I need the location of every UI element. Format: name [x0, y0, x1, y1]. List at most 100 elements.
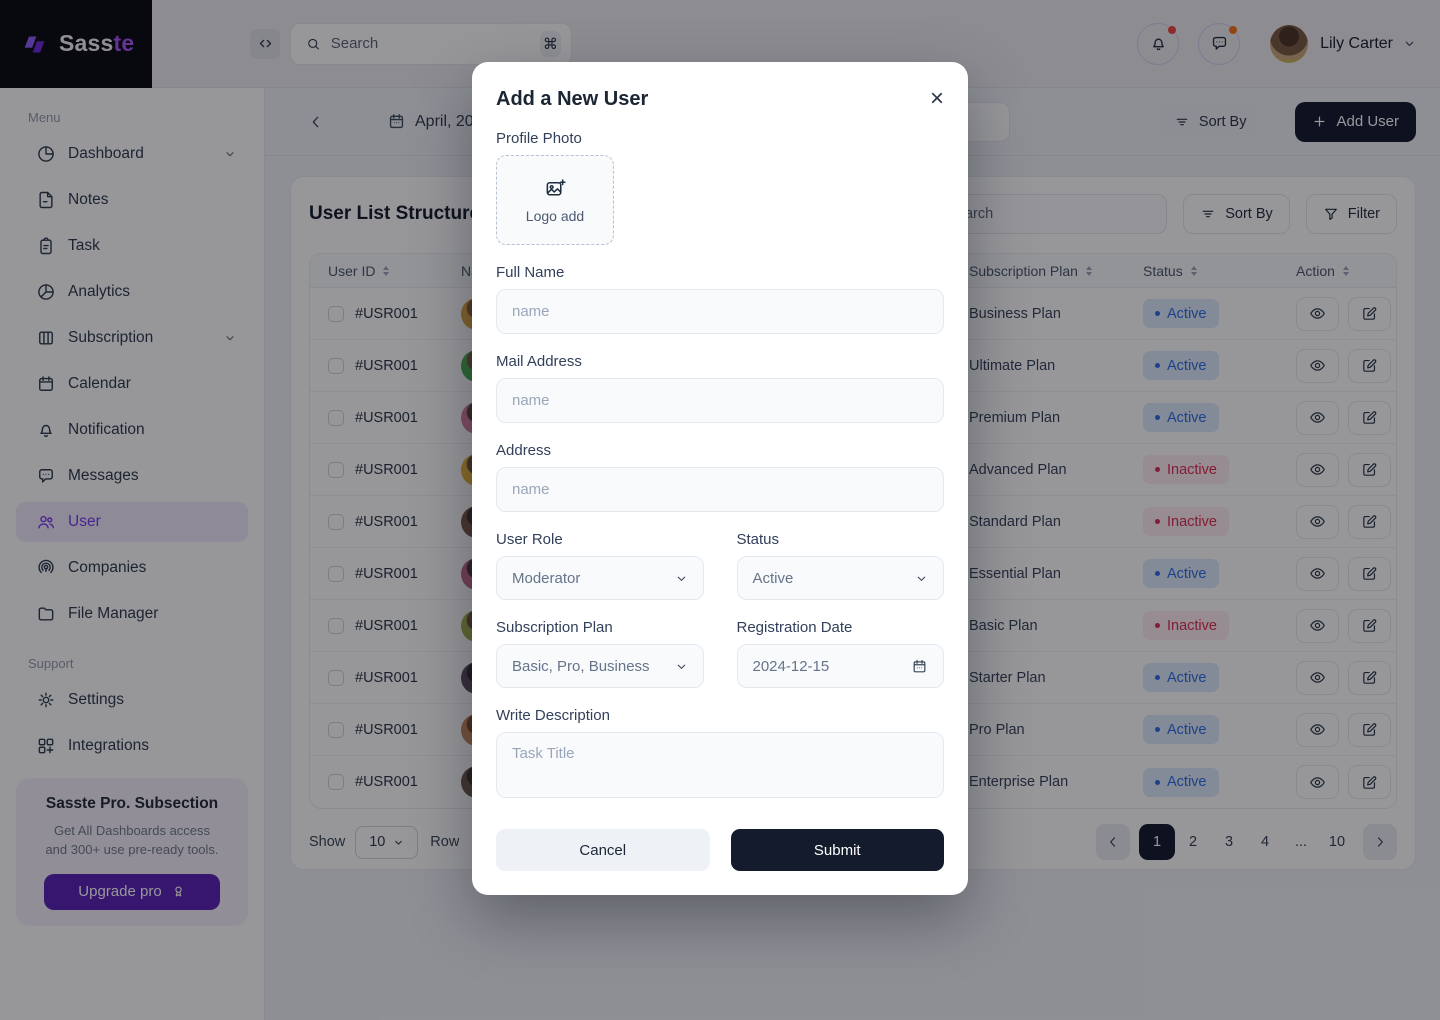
view-button[interactable] [1296, 348, 1339, 383]
view-button[interactable] [1296, 504, 1339, 539]
submit-button[interactable]: Submit [730, 829, 944, 871]
edit-button[interactable] [1348, 348, 1391, 383]
column-header-subscription-plan[interactable]: Subscription Plan [969, 263, 1143, 279]
eye-icon [1310, 776, 1325, 788]
row-checkbox[interactable] [328, 565, 344, 582]
sidebar-item-task[interactable]: Task [16, 226, 248, 266]
registration-date-picker[interactable]: 2024-12-15 [736, 644, 944, 688]
sidebar: Menu Dashboard Notes Task Analytics Subs… [0, 88, 265, 1020]
modal-title: Add a New User [496, 87, 649, 110]
page-number[interactable]: 2 [1175, 824, 1211, 860]
row-checkbox[interactable] [328, 305, 344, 322]
row-checkbox[interactable] [328, 357, 344, 374]
view-button[interactable] [1296, 712, 1339, 747]
award-icon [175, 886, 182, 897]
status-badge: Active [1143, 715, 1219, 744]
view-button[interactable] [1296, 556, 1339, 591]
page-number[interactable]: 3 [1211, 824, 1247, 860]
page-ellipsis: ... [1283, 824, 1319, 860]
sidebar-item-messages[interactable]: Messages [16, 456, 248, 496]
sidebar-item-settings[interactable]: Settings [16, 680, 248, 720]
address-field[interactable] [496, 467, 944, 512]
row-checkbox[interactable] [328, 513, 344, 530]
view-button[interactable] [1296, 296, 1339, 331]
code-toggle-button[interactable] [250, 28, 280, 59]
chevron-right-icon [1377, 837, 1383, 847]
row-checkbox[interactable] [328, 721, 344, 738]
toolbar-sort-by-button[interactable]: Sort By [1157, 102, 1263, 141]
sidebar-item-user[interactable]: User [16, 502, 248, 542]
list-search-input[interactable] [932, 194, 1168, 234]
view-button[interactable] [1296, 608, 1339, 643]
status-badge: Inactive [1143, 611, 1229, 640]
view-button[interactable] [1296, 400, 1339, 435]
edit-button[interactable] [1348, 608, 1391, 643]
chevron-down-icon [224, 148, 236, 160]
edit-button[interactable] [1348, 660, 1391, 695]
eye-icon [1310, 360, 1325, 371]
edit-button[interactable] [1348, 556, 1391, 591]
edit-button[interactable] [1348, 765, 1391, 799]
sidebar-item-subscription[interactable]: Subscription [16, 318, 248, 358]
plan-cell: Enterprise Plan [969, 774, 1069, 790]
column-header-status[interactable]: Status [1143, 263, 1296, 279]
user-id-cell: #USR001 [355, 357, 418, 374]
cancel-button[interactable]: Cancel [496, 829, 710, 871]
avatar[interactable] [1270, 24, 1309, 63]
eye-icon [1310, 568, 1325, 579]
sidebar-item-calendar[interactable]: Calendar [16, 364, 248, 404]
sidebar-item-dashboard[interactable]: Dashboard [16, 134, 248, 174]
pro-card-description: Get All Dashboards access and 300+ use p… [45, 823, 219, 857]
sidebar-item-notes[interactable]: Notes [16, 180, 248, 220]
sidebar-item-analytics[interactable]: Analytics [16, 272, 248, 312]
status-select[interactable]: Active [736, 556, 944, 600]
sidebar-item-integrations[interactable]: Integrations [16, 726, 248, 766]
row-checkbox[interactable] [328, 669, 344, 686]
edit-button[interactable] [1348, 712, 1391, 747]
upgrade-pro-button[interactable]: Upgrade pro [44, 873, 220, 910]
close-icon[interactable]: × [929, 85, 944, 112]
sidebar-item-label: Task [68, 237, 100, 254]
chevron-down-icon [677, 664, 685, 669]
page-number[interactable]: 1 [1139, 824, 1175, 860]
page-size-select[interactable]: 10 [355, 825, 419, 859]
edit-button[interactable] [1348, 400, 1391, 435]
columns-card-icon [39, 331, 53, 345]
edit-icon [1363, 567, 1377, 580]
list-sort-by-button[interactable]: Sort By [1183, 194, 1290, 234]
previous-page-button[interactable] [1096, 824, 1130, 860]
messages-button[interactable] [1198, 22, 1241, 65]
sidebar-item-file-manager[interactable]: File Manager [16, 594, 248, 634]
view-button[interactable] [1296, 660, 1339, 695]
user-menu-button[interactable] [1403, 37, 1416, 50]
chevron-left-icon [1110, 837, 1116, 847]
edit-button[interactable] [1348, 452, 1391, 487]
row-checkbox[interactable] [328, 774, 344, 790]
sidebar-item-companies[interactable]: Companies [16, 548, 248, 588]
logo-upload-dropzone[interactable]: Logo add [496, 155, 614, 245]
edit-button[interactable] [1348, 504, 1391, 539]
mail-address-field[interactable] [496, 378, 944, 423]
filter-button[interactable]: Filter [1305, 194, 1397, 234]
full-name-field[interactable] [496, 289, 944, 334]
sidebar-item-notification[interactable]: Notification [16, 410, 248, 450]
row-checkbox[interactable] [328, 617, 344, 634]
view-button[interactable] [1296, 452, 1339, 487]
search-input[interactable] [330, 35, 530, 52]
user-role-select[interactable]: Moderator [496, 556, 704, 600]
next-page-button[interactable] [1363, 824, 1397, 860]
column-header-user-id[interactable]: User ID [328, 263, 461, 279]
page-number[interactable]: 10 [1319, 824, 1355, 860]
column-header-action[interactable]: Action [1296, 263, 1396, 279]
row-checkbox[interactable] [328, 461, 344, 478]
page-number[interactable]: 4 [1247, 824, 1283, 860]
description-field[interactable] [496, 732, 944, 798]
eye-icon [1310, 308, 1325, 319]
view-button[interactable] [1296, 765, 1339, 799]
subscription-plan-select[interactable]: Basic, Pro, Business [496, 644, 704, 688]
row-checkbox[interactable] [328, 409, 344, 426]
add-user-button[interactable]: Add User [1295, 101, 1416, 142]
notifications-button[interactable] [1137, 22, 1180, 65]
edit-button[interactable] [1348, 296, 1391, 331]
back-button[interactable] [308, 114, 324, 130]
